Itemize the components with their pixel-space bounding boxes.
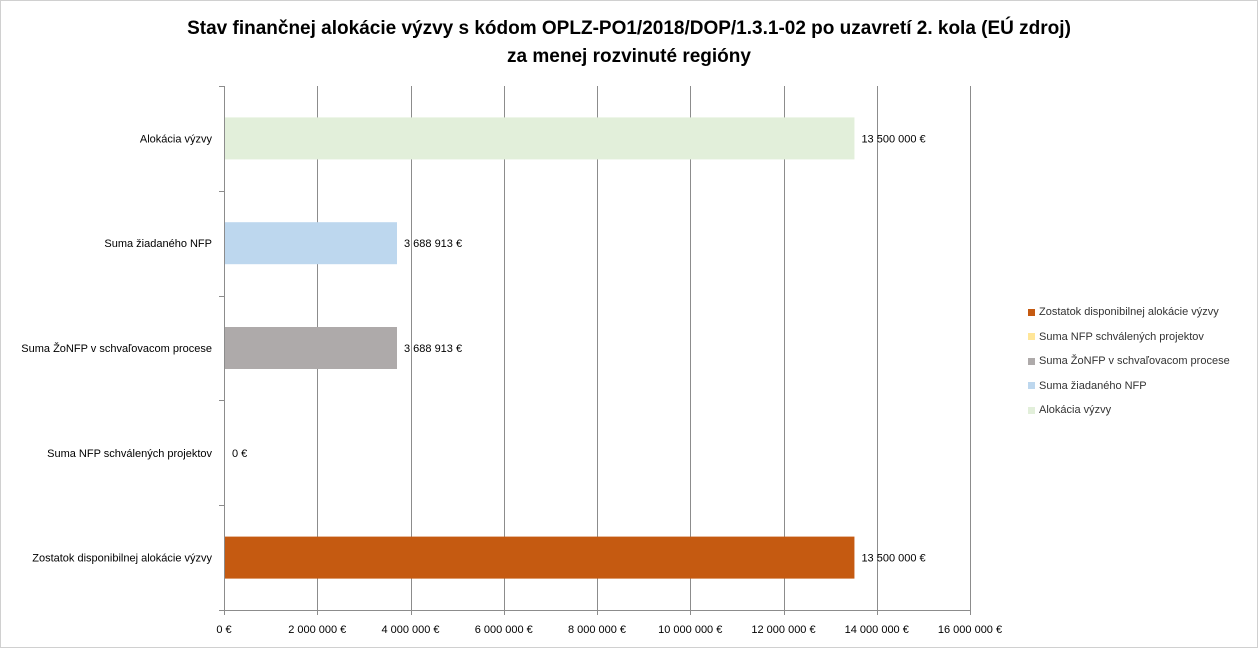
legend-label: Suma NFP schválených projektov [1039, 330, 1204, 343]
legend-label: Suma ŽoNFP v schvaľovacom procese [1039, 355, 1230, 368]
category-label: Suma žiadaného NFP [104, 238, 212, 250]
chart-title: Stav finančnej alokácie výzvy s kódom OP… [1, 15, 1257, 71]
legend-label: Alokácia výzvy [1039, 404, 1112, 417]
x-tick-label: 6 000 000 € [475, 624, 533, 636]
bar [225, 222, 397, 265]
data-label: 13 500 000 € [861, 133, 925, 145]
legend-item: Suma NFP schválených projektov [1028, 325, 1230, 350]
legend-swatch [1028, 357, 1035, 365]
bar [225, 117, 855, 160]
x-tick-label: 8 000 000 € [568, 624, 626, 636]
legend-item: Suma žiadaného NFP [1028, 374, 1230, 399]
bar [225, 327, 397, 369]
category-label: Zostatok disponibilnej alokácie výzvy [32, 553, 212, 565]
category-label: Alokácia výzvy [140, 133, 213, 145]
data-label: 3 688 913 € [404, 343, 462, 355]
legend-item: Alokácia výzvy [1028, 398, 1230, 423]
x-tick-label: 4 000 000 € [381, 624, 439, 636]
data-label: 0 € [232, 448, 247, 460]
legend-swatch [1028, 382, 1035, 390]
bar [225, 536, 855, 579]
legend-swatch [1028, 406, 1035, 414]
legend-item: Suma ŽoNFP v schvaľovacom procese [1028, 349, 1230, 374]
x-tick-label: 16 000 000 € [938, 624, 1002, 636]
category-label: Suma NFP schválených projektov [47, 448, 212, 460]
legend-swatch [1028, 333, 1035, 341]
legend-item: Zostatok disponibilnej alokácie výzvy [1028, 300, 1230, 325]
x-tick-label: 2 000 000 € [288, 624, 346, 636]
legend-swatch [1028, 308, 1035, 316]
data-label: 13 500 000 € [861, 553, 925, 565]
chart-title-line-1: Stav finančnej alokácie výzvy s kódom OP… [187, 18, 1071, 39]
legend: Zostatok disponibilnej alokácie výzvy Sum… [1028, 300, 1230, 423]
chart-title-line-2: za menej rozvinuté regióny [507, 46, 751, 67]
category-label: Suma ŽoNFP v schvaľovacom procese [21, 342, 212, 355]
x-tick-label: 10 000 000 € [658, 624, 722, 636]
x-tick-label: 14 000 000 € [845, 624, 909, 636]
legend-label: Zostatok disponibilnej alokácie výzvy [1039, 306, 1219, 319]
x-tick-label: 12 000 000 € [751, 624, 815, 636]
data-label: 3 688 913 € [404, 238, 462, 250]
x-tick-label: 0 € [216, 624, 231, 636]
legend-label: Suma žiadaného NFP [1039, 379, 1147, 392]
